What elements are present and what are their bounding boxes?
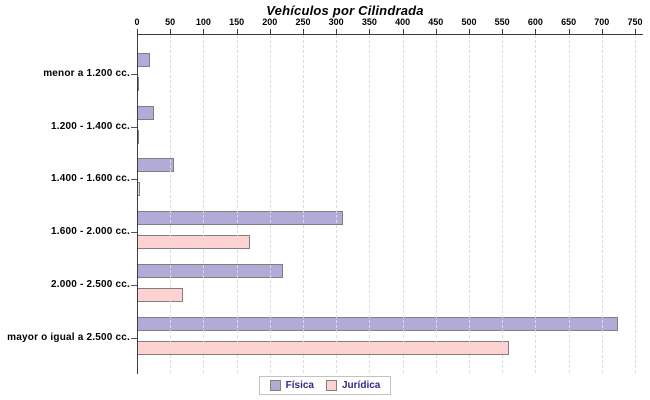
gridline xyxy=(635,35,636,373)
bar-jurídica-4 xyxy=(137,287,184,302)
y-tick-mark xyxy=(131,337,137,339)
x-tick-label: 0 xyxy=(134,17,140,27)
x-tick-label: 500 xyxy=(461,17,477,27)
legend-swatch-jurídica xyxy=(326,380,337,391)
x-tick-mark xyxy=(402,29,404,34)
bar-física-1 xyxy=(137,105,154,120)
bar-física-0 xyxy=(137,53,151,67)
x-tick-mark xyxy=(535,29,537,34)
x-tick-mark xyxy=(170,29,172,34)
y-axis-line xyxy=(137,30,138,374)
x-tick-label: 100 xyxy=(195,17,211,27)
category-label: mayor o igual a 2.500 cc. xyxy=(7,331,130,343)
gridline xyxy=(435,35,437,373)
category-label: menor a 1.200 cc. xyxy=(43,68,130,79)
gridline xyxy=(170,35,172,373)
bar-física-4 xyxy=(137,263,284,278)
x-tick-label: 400 xyxy=(395,17,411,27)
x-tick-mark xyxy=(601,29,603,34)
x-tick-mark xyxy=(469,29,470,34)
x-tick-label: 600 xyxy=(527,17,543,27)
x-tick-label: 300 xyxy=(328,17,344,27)
x-tick-mark xyxy=(336,29,338,34)
x-tick-mark xyxy=(269,29,271,34)
x-tick-label: 350 xyxy=(361,17,377,27)
category-label: 1.600 - 2.000 cc. xyxy=(50,226,130,238)
gridline xyxy=(469,35,470,373)
gridline xyxy=(568,35,570,373)
x-tick-label: 750 xyxy=(627,17,643,27)
x-axis-line xyxy=(137,34,643,35)
y-tick-mark xyxy=(131,126,137,128)
bar-jurídica-3 xyxy=(137,235,250,250)
x-tick-mark xyxy=(303,29,304,34)
x-tick-label: 50 xyxy=(165,17,176,27)
x-tick-label: 550 xyxy=(494,17,510,27)
x-tick-label: 700 xyxy=(594,17,610,27)
x-tick-label: 250 xyxy=(295,17,311,27)
x-tick-label: 150 xyxy=(229,17,245,27)
category-label: 2.000 - 2.500 cc. xyxy=(50,278,130,290)
gridline xyxy=(303,35,304,373)
x-tick-mark xyxy=(568,29,570,34)
legend-swatch-física xyxy=(269,380,281,391)
gridline xyxy=(601,35,603,373)
x-tick-mark xyxy=(435,29,437,34)
legend-item-jurídica: Jurídica xyxy=(326,380,380,391)
category-label: 1.400 - 1.600 cc. xyxy=(50,173,130,185)
x-tick-label: 650 xyxy=(561,17,577,27)
legend-box: Física Jurídica xyxy=(258,376,392,395)
gridline xyxy=(336,35,338,373)
x-tick-mark xyxy=(236,29,238,34)
y-tick-mark xyxy=(131,179,137,181)
legend-item-física: Física xyxy=(269,380,314,391)
gridline xyxy=(535,35,537,373)
bar-física-3 xyxy=(137,211,343,226)
legend-label: Jurídica xyxy=(342,380,381,391)
bar-jurídica-5 xyxy=(137,340,509,355)
y-tick-mark xyxy=(131,232,137,234)
gridline xyxy=(236,35,238,373)
legend: Física Jurídica xyxy=(0,376,650,395)
category-label: 1.200 - 1.400 cc. xyxy=(50,120,130,132)
x-tick-label: 200 xyxy=(262,17,278,27)
x-tick-mark xyxy=(369,29,371,34)
gridline xyxy=(402,35,404,373)
chart-title: Vehículos por Cilindrada xyxy=(266,3,424,18)
x-tick-mark xyxy=(635,29,636,34)
gridline xyxy=(203,35,205,373)
y-tick-mark xyxy=(131,284,137,286)
x-tick-mark xyxy=(502,29,504,34)
legend-label: Física xyxy=(285,380,314,391)
gridline xyxy=(502,35,504,373)
bar-física-2 xyxy=(137,158,174,173)
bar-física-5 xyxy=(137,316,619,331)
x-tick-label: 450 xyxy=(428,17,444,27)
y-tick-mark xyxy=(131,74,137,75)
gridline xyxy=(369,35,371,373)
x-tick-mark xyxy=(203,29,205,34)
gridline xyxy=(269,35,271,373)
